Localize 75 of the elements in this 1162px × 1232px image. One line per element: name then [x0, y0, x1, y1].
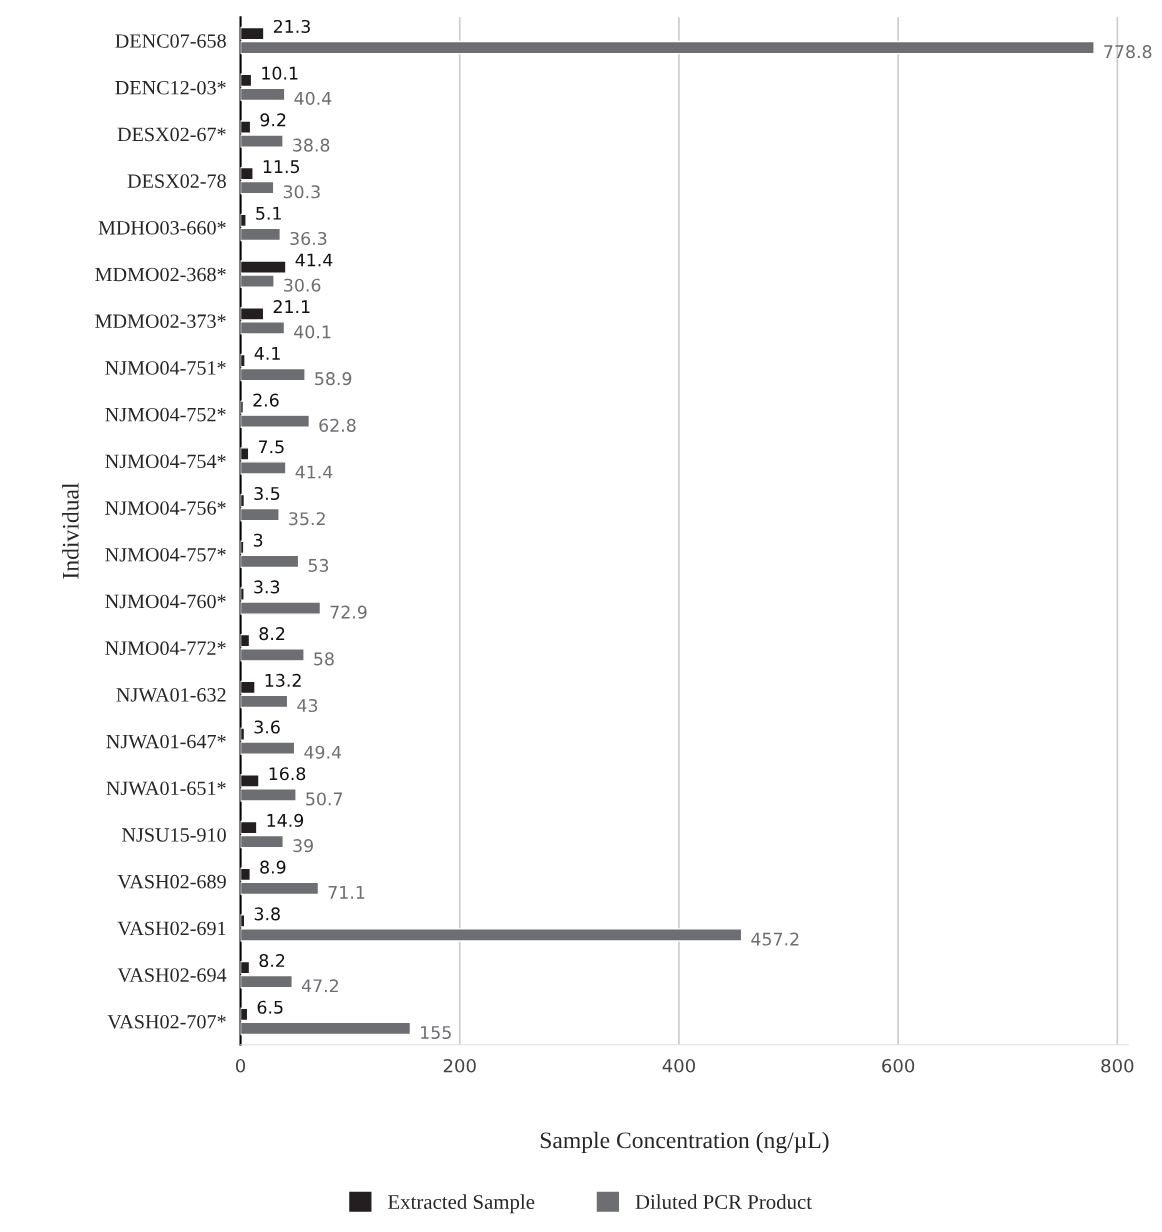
y-tick-label: NJMO04-757*: [105, 547, 226, 562]
y-tick-label: DENC12-03*: [115, 80, 226, 95]
x-tick-label: 0: [235, 1058, 246, 1073]
data-label: 4.1: [254, 347, 280, 360]
data-label: 457.2: [751, 932, 799, 946]
y-tick-label: VASH02-691: [117, 921, 226, 936]
y-tick-label: DESX02-67*: [117, 127, 226, 142]
data-label: 778.8: [1104, 45, 1152, 59]
x-tick-label: 800: [1101, 1058, 1134, 1073]
data-label: 40.4: [294, 91, 332, 105]
data-label: 13.2: [265, 673, 301, 687]
data-label: 8.2: [259, 627, 285, 641]
y-tick-label: MDMO02-373*: [95, 314, 226, 329]
y-tick-label: MDHO03-660*: [98, 221, 226, 235]
data-label: 39: [293, 839, 313, 853]
data-label: 9.2: [260, 113, 286, 127]
data-label: 41.4: [295, 465, 333, 479]
y-tick-label: DENC07-658: [115, 34, 226, 48]
data-label: 3.8: [254, 907, 280, 921]
data-label: 3.6: [254, 720, 280, 734]
y-tick-label: NJMO04-752*: [105, 407, 226, 422]
y-tick-label: NJMO04-756*: [105, 501, 226, 515]
data-label: 71.1: [328, 886, 365, 899]
x-tick-label: 200: [443, 1058, 476, 1073]
y-tick-label: NJMO04-754*: [105, 454, 226, 469]
data-label: 53: [308, 558, 329, 572]
legend-label: Diluted PCR Product: [635, 1194, 812, 1210]
data-label: 16.8: [269, 767, 306, 781]
data-label: 35.2: [289, 512, 325, 526]
data-label: 155: [421, 1026, 451, 1040]
data-label: 11.5: [263, 160, 300, 174]
y-tick-label: NJWA01-632: [116, 688, 226, 702]
data-label: 10.1: [262, 66, 298, 80]
data-label: 6.5: [257, 1000, 283, 1014]
x-tick-label: 600: [882, 1058, 915, 1073]
data-label: 8.2: [259, 953, 285, 968]
y-tick-label: VASH02-689: [117, 874, 226, 889]
data-label: 38.8: [293, 138, 330, 152]
y-tick-label: NJWA01-647*: [106, 734, 226, 749]
y-tick-label: NJMO04-760*: [105, 594, 226, 609]
data-label: 49.4: [304, 745, 342, 759]
data-label: 47.2: [301, 979, 338, 993]
data-label: 21.3: [273, 19, 310, 34]
data-label: 30.3: [283, 185, 320, 199]
y-tick-label: NJMO04-772*: [105, 641, 226, 655]
data-label: 43: [297, 698, 318, 713]
data-label: 41.4: [295, 253, 333, 267]
data-label: 14.9: [267, 813, 304, 827]
y-tick-label: VASH02-694: [117, 968, 227, 982]
data-label: 72.9: [330, 605, 367, 619]
y-tick-label: NJSU15-910: [122, 828, 226, 842]
y-tick-label: VASH02-707*: [107, 1014, 226, 1029]
x-tick-label: 400: [662, 1058, 695, 1073]
data-label: 3.3: [254, 580, 280, 594]
data-label: 21.1: [273, 300, 310, 313]
y-tick-label: DESX02-78: [127, 174, 226, 188]
data-label: 58.9: [315, 372, 352, 386]
data-label: 50.7: [306, 792, 343, 806]
y-axis-title: Individual: [62, 482, 79, 579]
data-label: 58: [314, 652, 334, 666]
x-axis-title: Sample Concentration (ng/µL): [540, 1131, 829, 1154]
data-label: 8.9: [260, 860, 286, 874]
data-label: 2.6: [253, 393, 279, 407]
data-label: 36.3: [290, 231, 327, 246]
data-label: 3: [253, 533, 263, 547]
y-tick-label: NJMO04-751*: [105, 361, 226, 375]
data-label: 30.6: [284, 278, 321, 292]
data-label: 5.1: [256, 206, 281, 220]
y-tick-label: NJWA01-651*: [106, 781, 226, 796]
data-label: 40.1: [294, 325, 331, 339]
data-label: 62.8: [319, 418, 356, 432]
y-tick-label: MDMO02-368*: [95, 267, 226, 282]
data-label: 3.5: [254, 486, 280, 501]
data-label: 7.5: [258, 440, 284, 454]
legend-label: Extracted Sample: [388, 1194, 535, 1214]
